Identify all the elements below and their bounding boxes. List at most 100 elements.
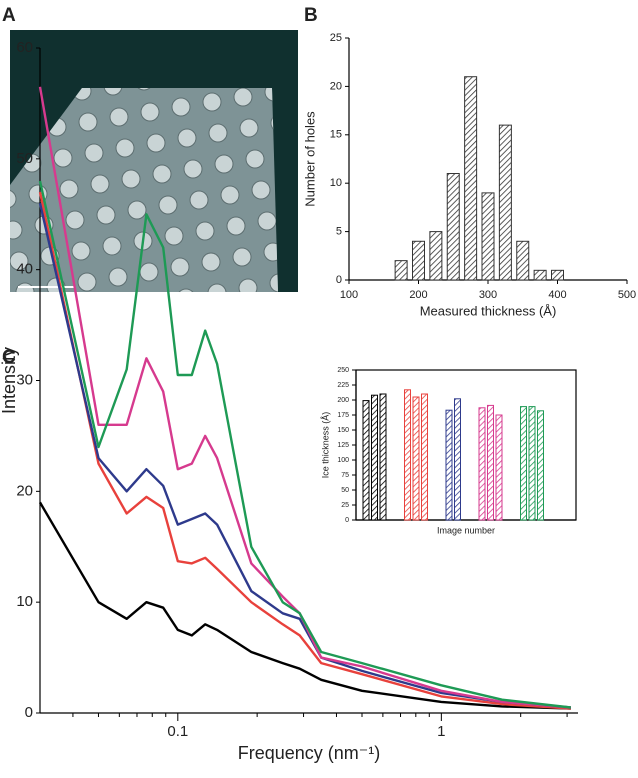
bar xyxy=(363,401,369,520)
x-tick-label: 0.1 xyxy=(167,723,188,740)
y-tick-label: 25 xyxy=(341,502,349,509)
y-tick-label: 25 xyxy=(330,32,342,44)
y-axis-label: Ice thickness (Å) xyxy=(320,412,330,479)
hole xyxy=(208,284,226,302)
x-tick-label: 400 xyxy=(548,289,566,301)
hole xyxy=(0,159,10,177)
hole xyxy=(239,279,257,297)
bar xyxy=(447,174,459,280)
x-tick-label: 1 xyxy=(437,723,445,740)
y-axis-label: Number of holes xyxy=(302,111,317,207)
bar xyxy=(517,241,529,280)
hole xyxy=(140,263,158,281)
x-tick-label: 300 xyxy=(479,289,497,301)
bar xyxy=(552,270,564,280)
bar xyxy=(538,411,544,520)
hole xyxy=(116,139,134,157)
hole xyxy=(333,104,351,122)
hole xyxy=(54,149,72,167)
hole xyxy=(320,202,338,220)
hole xyxy=(233,248,251,266)
hole xyxy=(60,180,78,198)
hole xyxy=(190,191,208,209)
hole xyxy=(184,160,202,178)
bar xyxy=(380,394,386,520)
bar xyxy=(488,405,494,520)
bar xyxy=(499,125,511,280)
bar xyxy=(446,410,452,520)
hole xyxy=(185,0,203,18)
bar xyxy=(496,415,502,520)
hole xyxy=(276,305,294,323)
hole xyxy=(165,227,183,245)
y-tick-label: 60 xyxy=(16,39,33,56)
hole xyxy=(246,150,264,168)
hole xyxy=(115,299,133,317)
hole xyxy=(240,119,258,137)
y-axis-label: Intensity xyxy=(0,347,19,414)
x-tick-label: 100 xyxy=(340,289,358,301)
hole xyxy=(0,288,3,306)
hole xyxy=(247,0,265,8)
hole xyxy=(22,314,40,332)
chart: 0255075100125150175200225250Image number… xyxy=(320,367,576,536)
hole xyxy=(28,345,46,363)
hole xyxy=(214,315,232,333)
hole xyxy=(215,155,233,173)
panel-label: A xyxy=(2,5,16,26)
bar xyxy=(430,232,442,280)
hole xyxy=(221,186,239,204)
hole xyxy=(245,310,263,328)
hole xyxy=(296,78,314,96)
bar xyxy=(422,394,428,520)
hole xyxy=(357,228,375,246)
page: A B C 0510152025100200300400500Measured … xyxy=(0,0,638,778)
hole xyxy=(55,0,73,7)
hole xyxy=(234,88,252,106)
x-axis-label: Frequency (nm⁻¹) xyxy=(238,743,381,763)
y-tick-label: 10 xyxy=(330,177,342,189)
y-tick-label: 200 xyxy=(337,397,349,404)
y-tick-label: 15 xyxy=(330,129,342,141)
hole xyxy=(79,113,97,131)
bar xyxy=(405,390,411,520)
hole xyxy=(141,103,159,121)
hole xyxy=(86,0,104,2)
hole xyxy=(128,201,146,219)
hole xyxy=(91,175,109,193)
hole xyxy=(153,165,171,183)
bar xyxy=(413,241,425,280)
hole xyxy=(147,134,165,152)
bar xyxy=(465,77,477,280)
hole xyxy=(146,294,164,312)
y-tick-label: 125 xyxy=(337,442,349,449)
bar xyxy=(482,193,494,280)
hole xyxy=(0,190,16,208)
y-tick-label: 5 xyxy=(336,226,342,238)
y-tick-label: 30 xyxy=(16,371,33,388)
y-tick-label: 250 xyxy=(337,367,349,374)
hole xyxy=(196,222,214,240)
y-tick-label: 10 xyxy=(16,593,33,610)
y-tick-label: 75 xyxy=(341,472,349,479)
hole xyxy=(252,181,270,199)
bar xyxy=(479,408,485,520)
hole xyxy=(24,0,42,12)
hole xyxy=(0,128,4,146)
hole xyxy=(227,217,245,235)
hole xyxy=(363,259,381,277)
figure: A B C 0510152025100200300400500Measured … xyxy=(0,0,638,773)
y-tick-label: 50 xyxy=(341,487,349,494)
y-tick-label: 0 xyxy=(345,517,349,524)
y-tick-label: 40 xyxy=(16,261,33,278)
hole xyxy=(307,300,325,318)
y-tick-label: 225 xyxy=(337,382,349,389)
hole xyxy=(216,0,234,13)
y-tick-label: 50 xyxy=(16,150,33,167)
x-axis-label: Image number xyxy=(437,525,495,535)
hole xyxy=(154,5,172,23)
bar xyxy=(413,397,419,520)
hole xyxy=(172,98,190,116)
hole xyxy=(278,0,296,3)
